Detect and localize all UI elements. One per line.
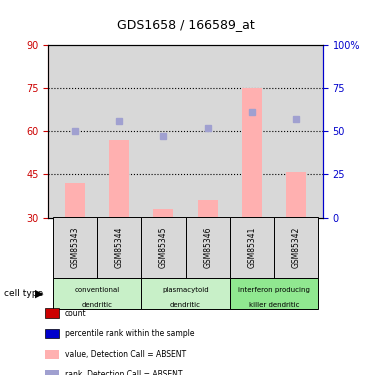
Text: percentile rank within the sample: percentile rank within the sample (65, 329, 194, 338)
Text: GSM85341: GSM85341 (247, 227, 256, 268)
FancyBboxPatch shape (274, 217, 318, 278)
Text: killer dendritic: killer dendritic (249, 302, 299, 307)
FancyBboxPatch shape (230, 217, 274, 278)
FancyBboxPatch shape (97, 217, 141, 278)
FancyBboxPatch shape (53, 278, 141, 309)
Text: rank, Detection Call = ABSENT: rank, Detection Call = ABSENT (65, 370, 183, 375)
Text: GSM85345: GSM85345 (159, 227, 168, 268)
Text: GSM85342: GSM85342 (292, 227, 301, 268)
Text: GDS1658 / 166589_at: GDS1658 / 166589_at (116, 18, 255, 31)
Text: plasmacytoid: plasmacytoid (162, 287, 209, 293)
FancyBboxPatch shape (230, 278, 318, 309)
Bar (198, 200, 218, 217)
Bar (286, 171, 306, 217)
Bar (153, 209, 173, 218)
Text: dendritic: dendritic (170, 302, 201, 307)
Text: dendritic: dendritic (82, 302, 112, 307)
Text: conventional: conventional (74, 287, 119, 293)
Bar (109, 140, 129, 218)
FancyBboxPatch shape (141, 217, 186, 278)
Bar (242, 88, 262, 218)
Text: ▶: ▶ (35, 288, 44, 298)
Text: value, Detection Call = ABSENT: value, Detection Call = ABSENT (65, 350, 186, 359)
Text: GSM85343: GSM85343 (70, 227, 79, 268)
Text: GSM85346: GSM85346 (203, 227, 212, 268)
Text: GSM85344: GSM85344 (115, 227, 124, 268)
FancyBboxPatch shape (53, 217, 97, 278)
Bar (65, 183, 85, 218)
Text: cell type: cell type (4, 289, 43, 298)
FancyBboxPatch shape (186, 217, 230, 278)
Text: interferon producing: interferon producing (238, 287, 310, 293)
FancyBboxPatch shape (141, 278, 230, 309)
Text: count: count (65, 309, 86, 318)
